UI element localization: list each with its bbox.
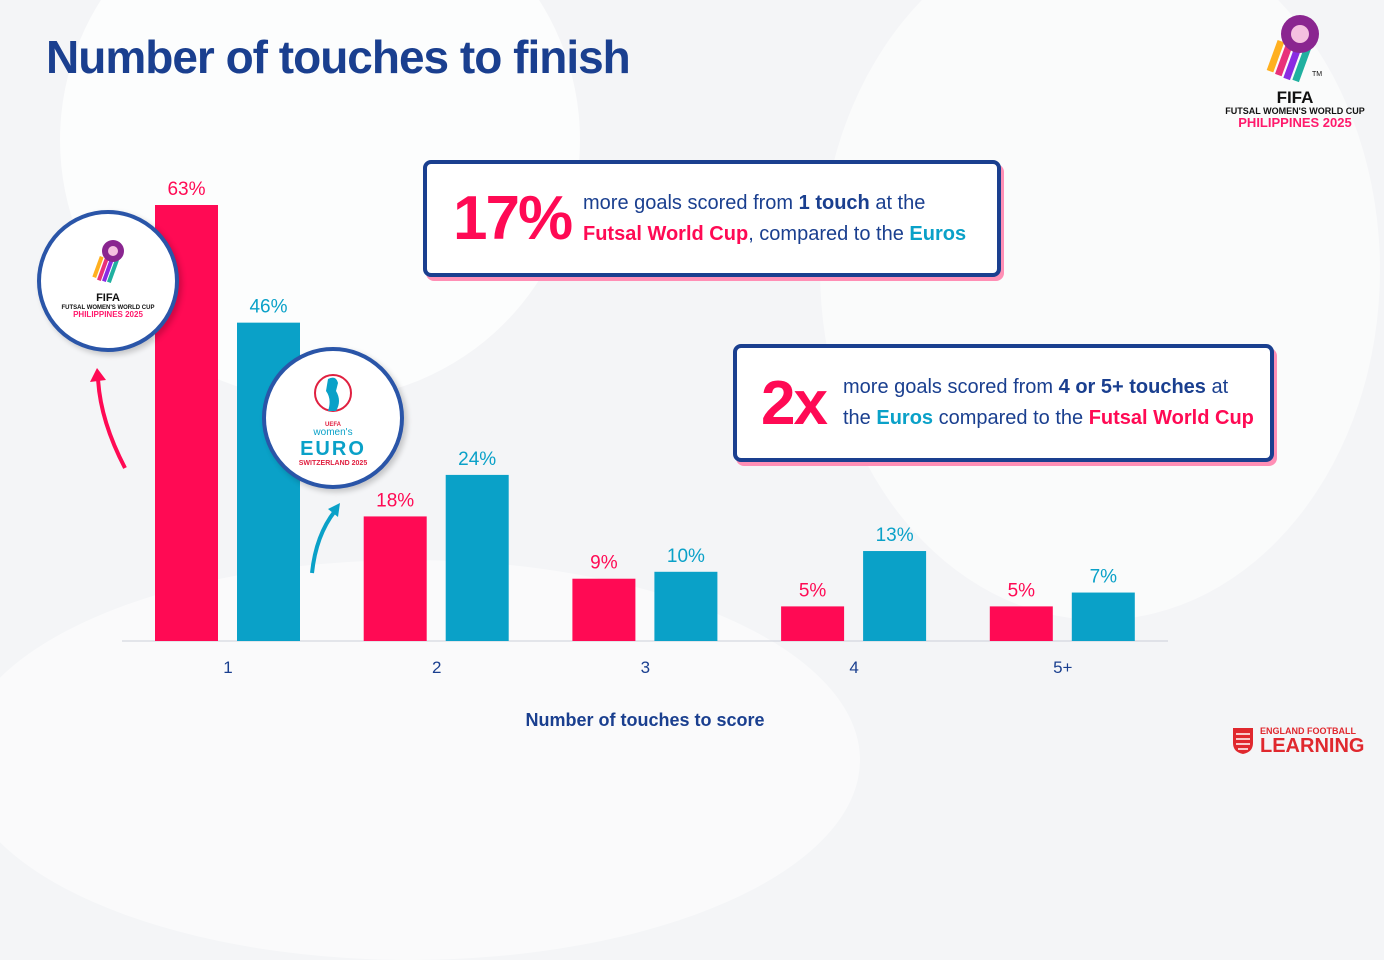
data-label: 18%: [376, 490, 414, 511]
data-label: 7%: [1090, 567, 1118, 588]
bar-euros: [1071, 592, 1135, 641]
page-title: Number of touches to finish: [46, 31, 631, 83]
callout-big-stat: 17%: [453, 184, 573, 253]
data-label: 9%: [590, 553, 618, 574]
bar-euros: [445, 474, 509, 641]
data-label: 5%: [1008, 580, 1036, 601]
badge-host-text: PHILIPPINES 2025: [73, 309, 143, 319]
euros-arrow-icon: [310, 503, 340, 574]
x-tick-label: 1: [223, 658, 232, 677]
fwc-arrow-icon: [90, 368, 127, 469]
logo-fifa-text: FIFA: [1276, 88, 1314, 107]
logo-tournament-text: FUTSAL WOMEN'S WORLD CUP: [1225, 105, 1365, 116]
footer-line2: LEARNING: [1260, 735, 1365, 757]
euro-uefa-text: UEFA: [324, 422, 341, 428]
bar-fwc: [781, 606, 845, 641]
euro-trophy-emblem-icon: [314, 374, 352, 412]
bar-fwc: [572, 578, 636, 641]
fifa-futsal-circle-badge: FIFA FUTSAL WOMEN'S WORLD CUP PHILIPPINE…: [37, 210, 179, 352]
callout-four-five-touches: 2x more goals scored from 4 or 5+ touche…: [733, 344, 1274, 462]
badge-fifa-text: FIFA: [96, 292, 120, 304]
fifa-futsal-emblem-icon: TM: [1266, 15, 1322, 83]
x-tick-label: 4: [849, 658, 858, 677]
fifa-futsal-emblem-icon: [92, 240, 124, 283]
data-label: 63%: [167, 179, 205, 200]
england-football-learning-logo: ENGLAND FOOTBALL LEARNING: [1232, 726, 1364, 756]
x-axis-label: Number of touches to score: [525, 710, 765, 730]
x-tick-label: 2: [432, 658, 441, 677]
callout-text: more goals scored from 4 or 5+ touches a…: [843, 376, 1254, 429]
bar-euros: [654, 571, 718, 641]
three-lions-crest-icon: [1233, 728, 1253, 754]
badge-tournament-text: FUTSAL WOMEN'S WORLD CUP: [61, 304, 155, 311]
logo-host-text: PHILIPPINES 2025: [1238, 115, 1352, 131]
background-shape: [820, 0, 1380, 620]
bar-fwc: [363, 516, 427, 641]
bar-fwc: [989, 606, 1053, 641]
data-label: 46%: [249, 297, 287, 318]
data-label: 10%: [667, 546, 705, 567]
data-label: 5%: [799, 580, 827, 601]
euro-host-text: SWITZERLAND 2025: [298, 459, 368, 467]
callout-big-stat: 2x: [761, 368, 828, 438]
data-label: 24%: [458, 449, 496, 470]
callout-one-touch: 17% more goals scored from 1 touch at th…: [423, 160, 1001, 277]
footer-line1: ENGLAND FOOTBALL: [1260, 726, 1356, 736]
callout-text: more goals scored from 1 touch at the Fu…: [583, 191, 967, 245]
data-label: 13%: [876, 525, 914, 546]
bar-euros: [863, 551, 927, 641]
x-tick-label: 3: [641, 658, 650, 677]
x-tick-label: 5+: [1053, 658, 1072, 677]
euro-circle-badge: UEFA women's EURO SWITZERLAND 2025: [262, 347, 404, 489]
fifa-futsal-logo: TM FIFA FUTSAL WOMEN'S WORLD CUP PHILIPP…: [1220, 12, 1370, 130]
svg-text:TM: TM: [1312, 71, 1322, 78]
euro-womens-text: women's: [313, 427, 353, 439]
euro-text: EURO: [300, 437, 366, 460]
